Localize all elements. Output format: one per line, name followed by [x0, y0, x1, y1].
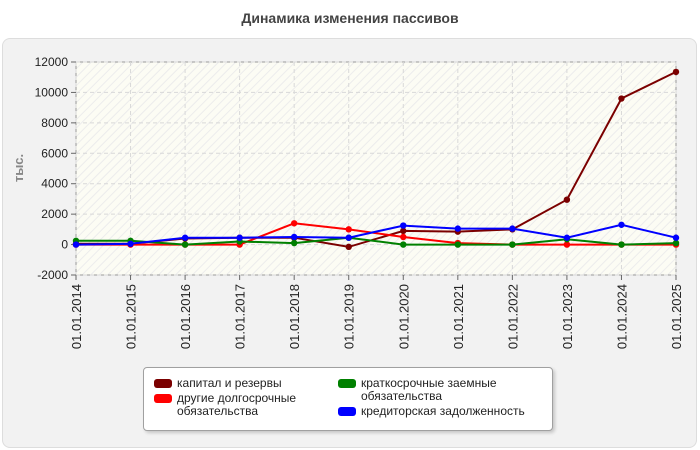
- y-tick-label: 8000: [41, 116, 68, 130]
- chart-title: Динамика изменения пассивов: [241, 10, 459, 26]
- data-point-3: [509, 225, 516, 232]
- data-point-1: [400, 233, 407, 241]
- legend-label-payables: кредиторская задолженность: [361, 404, 525, 418]
- data-point-3: [127, 240, 134, 248]
- data-point-1: [563, 241, 571, 248]
- x-axis: 01.01.2014 01.01.2015 01.01.2016 01.01.2017…: [69, 275, 684, 349]
- x-tick-label: 01.01.2024: [614, 284, 629, 349]
- x-tick-label: 01.01.2019: [342, 284, 357, 349]
- data-point-3: [400, 222, 407, 229]
- y-axis-label: тыс.: [11, 154, 26, 182]
- series-lines: [72, 68, 680, 251]
- x-tick-label: 01.01.2023: [560, 284, 575, 349]
- series-line-3: [75, 223, 677, 246]
- series-line-2: [76, 236, 677, 246]
- y-tick-label: 2000: [41, 207, 68, 221]
- data-point-1: [290, 220, 298, 227]
- data-point-2: [672, 239, 680, 247]
- data-point-3: [72, 241, 80, 248]
- data-point-1: [345, 226, 352, 233]
- y-tick-label: -2000: [37, 268, 68, 282]
- data-point-3: [563, 234, 571, 241]
- legend-swatch-payables: [338, 407, 356, 416]
- data-point-2: [290, 239, 298, 247]
- x-tick-label: 01.01.2015: [124, 284, 139, 349]
- legend: капитал и резервы другие долгосрочные об…: [143, 367, 553, 431]
- data-point-0: [563, 196, 571, 203]
- data-point-3: [618, 221, 625, 228]
- x-tick-label: 01.01.2025: [669, 284, 684, 349]
- data-point-3: [345, 234, 352, 241]
- y-tick-label: 10000: [35, 85, 69, 99]
- data-point-0: [672, 68, 680, 76]
- legend-swatch-capital: [154, 379, 172, 388]
- legend-label-capital: капитал и резервы: [177, 376, 282, 390]
- data-point-2: [454, 241, 462, 248]
- data-point-2: [181, 241, 189, 248]
- data-point-3: [290, 233, 298, 241]
- x-tick-label: 01.01.2021: [451, 284, 466, 349]
- data-point-2: [400, 241, 407, 248]
- x-tick-label: 01.01.2020: [396, 284, 411, 349]
- data-point-3: [672, 234, 680, 241]
- data-point-0: [345, 243, 352, 251]
- y-tick-label: 0: [61, 238, 68, 252]
- data-point-3: [236, 234, 243, 241]
- legend-label-long-term: другие долгосрочные обязательства: [177, 391, 297, 418]
- x-tick-label: 01.01.2018: [287, 284, 302, 349]
- y-tick-label: 12000: [35, 55, 69, 69]
- data-point-0: [618, 95, 625, 102]
- x-tick-label: 01.01.2016: [178, 284, 193, 349]
- y-tick-label: 4000: [41, 177, 68, 191]
- data-point-3: [181, 234, 189, 241]
- y-tick-label: 6000: [41, 146, 68, 160]
- legend-label-short-term: краткосрочные заемные обязательства: [361, 376, 497, 403]
- y-axis: -2000 0 2000 4000 6000 8000 10000 12000: [35, 55, 76, 282]
- x-tick-label: 01.01.2017: [233, 284, 248, 349]
- legend-swatch-short-term: [338, 379, 356, 388]
- x-tick-label: 01.01.2014: [69, 284, 84, 349]
- data-point-3: [454, 225, 462, 232]
- x-tick-label: 01.01.2022: [505, 284, 520, 349]
- legend-swatch-long-term: [154, 394, 172, 403]
- data-point-2: [618, 241, 625, 248]
- data-point-0: [400, 227, 407, 235]
- data-point-2: [509, 241, 516, 248]
